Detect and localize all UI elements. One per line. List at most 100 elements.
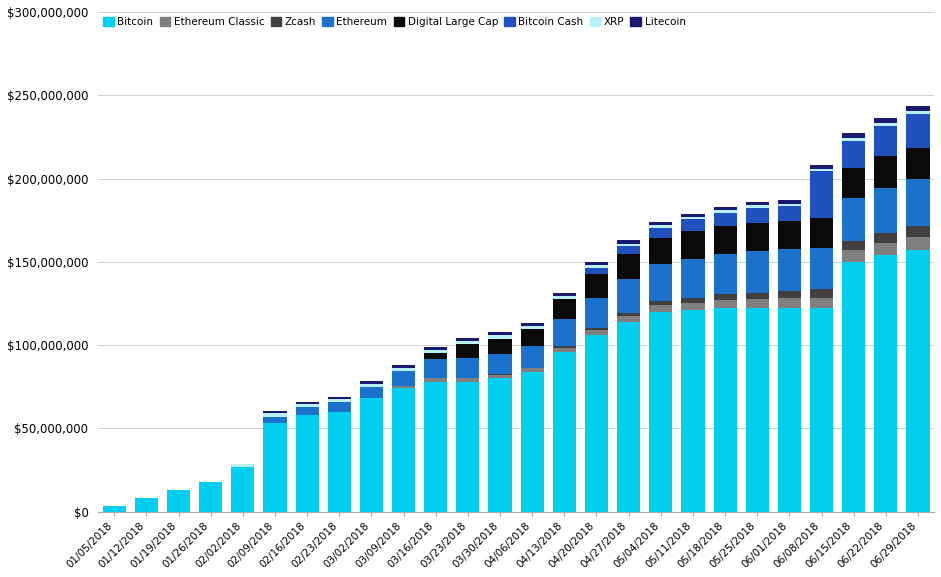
Bar <box>906 179 930 226</box>
Bar <box>585 298 608 328</box>
Bar <box>392 371 415 386</box>
Bar <box>231 467 254 512</box>
Bar <box>778 309 801 512</box>
Bar <box>424 350 447 353</box>
Bar <box>295 402 319 404</box>
Bar <box>874 156 898 188</box>
Bar <box>681 231 705 259</box>
Bar <box>745 309 769 512</box>
Bar <box>713 226 737 254</box>
Bar <box>649 305 673 312</box>
Bar <box>263 417 287 424</box>
Bar <box>392 388 415 512</box>
Bar <box>649 222 673 225</box>
Bar <box>874 188 898 233</box>
Bar <box>585 265 608 268</box>
Bar <box>842 141 866 168</box>
Bar <box>649 301 673 305</box>
Bar <box>520 326 544 329</box>
Bar <box>456 341 480 344</box>
Bar <box>392 369 415 371</box>
Bar <box>520 368 544 369</box>
Bar <box>874 123 898 126</box>
Bar <box>552 352 576 512</box>
Bar <box>649 238 673 264</box>
Bar <box>713 309 737 512</box>
Bar <box>713 213 737 226</box>
Bar <box>842 262 866 512</box>
Bar <box>585 330 608 335</box>
Bar <box>713 210 737 213</box>
Bar <box>392 365 415 369</box>
Bar <box>681 219 705 231</box>
Bar <box>906 148 930 179</box>
Bar <box>906 114 930 148</box>
Bar <box>585 268 608 274</box>
Bar <box>617 322 640 512</box>
Bar <box>617 279 640 313</box>
Bar <box>199 482 222 512</box>
Bar <box>488 339 512 354</box>
Bar <box>810 289 833 298</box>
Bar <box>327 399 351 402</box>
Bar <box>874 255 898 512</box>
Bar <box>745 223 769 251</box>
Bar <box>103 506 126 512</box>
Bar <box>874 233 898 243</box>
Bar <box>263 424 287 512</box>
Bar <box>359 387 383 399</box>
Bar <box>649 228 673 238</box>
Bar <box>359 384 383 387</box>
Bar <box>359 399 383 512</box>
Bar <box>456 377 480 379</box>
Bar <box>778 204 801 206</box>
Bar <box>810 309 833 512</box>
Bar <box>906 226 930 237</box>
Bar <box>488 335 512 339</box>
Bar <box>456 338 480 341</box>
Bar <box>649 312 673 512</box>
Bar <box>488 375 512 379</box>
Bar <box>552 293 576 296</box>
Bar <box>585 274 608 298</box>
Bar <box>617 313 640 316</box>
Bar <box>167 490 190 512</box>
Bar <box>456 358 480 377</box>
Bar <box>617 246 640 254</box>
Bar <box>617 254 640 279</box>
Bar <box>295 407 319 415</box>
Bar <box>810 248 833 289</box>
Bar <box>585 328 608 330</box>
Bar <box>906 237 930 250</box>
Bar <box>842 168 866 198</box>
Bar <box>424 353 447 359</box>
Bar <box>135 499 158 512</box>
Bar <box>681 303 705 310</box>
Bar <box>745 293 769 299</box>
Bar <box>842 133 866 138</box>
Bar <box>906 111 930 114</box>
Bar <box>681 213 705 217</box>
Bar <box>713 294 737 300</box>
Bar <box>713 207 737 210</box>
Bar <box>617 243 640 246</box>
Bar <box>520 369 544 372</box>
Bar <box>874 243 898 255</box>
Bar <box>745 208 769 223</box>
Bar <box>649 225 673 228</box>
Bar <box>810 171 833 218</box>
Bar <box>424 382 447 512</box>
Bar <box>424 377 447 379</box>
Bar <box>295 404 319 407</box>
Bar <box>778 206 801 221</box>
Bar <box>745 205 769 208</box>
Bar <box>488 379 512 512</box>
Bar <box>681 298 705 303</box>
Bar <box>488 332 512 335</box>
Bar <box>745 251 769 293</box>
Bar <box>842 138 866 141</box>
Bar <box>778 221 801 249</box>
Bar <box>842 250 866 262</box>
Bar <box>713 300 737 309</box>
Bar <box>456 344 480 358</box>
